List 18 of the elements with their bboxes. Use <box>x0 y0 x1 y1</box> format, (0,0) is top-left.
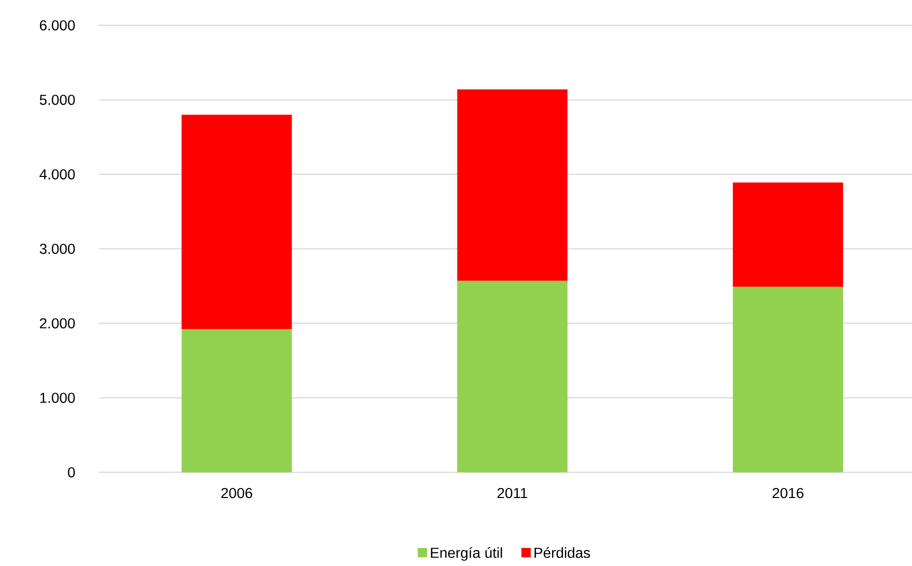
y-tick-label: 4.000 <box>40 169 75 180</box>
y-tick-label: 1.000 <box>40 392 75 403</box>
y-tick-label: 6.000 <box>40 20 75 30</box>
bar <box>457 89 568 281</box>
x-tick-label: 2011 <box>498 488 528 498</box>
bar <box>457 280 568 472</box>
bar <box>182 114 292 330</box>
x-tick-label: 2006 <box>221 488 252 498</box>
y-tick-label: 3.000 <box>40 244 75 254</box>
y-tick-label: 0 <box>68 467 75 478</box>
bar <box>182 329 292 472</box>
y-tick-label: 2.000 <box>40 318 75 328</box>
legend-label: Energía útil <box>430 546 502 561</box>
x-tick-label: 2016 <box>772 488 804 498</box>
y-tick-label: 5.000 <box>40 94 75 105</box>
bar <box>732 286 844 472</box>
legend-label: Pérdidas <box>534 546 590 558</box>
bar <box>732 182 844 287</box>
